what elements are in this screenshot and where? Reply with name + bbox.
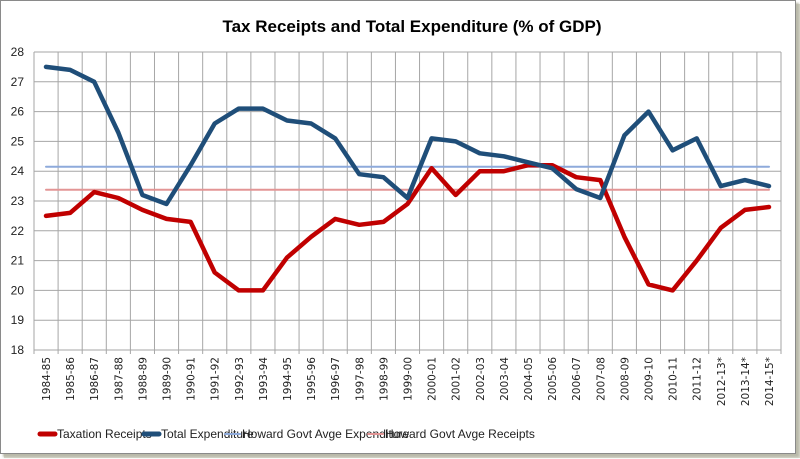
legend-label: Taxation Receipts (57, 427, 152, 441)
x-tick-label: 1989-90 (162, 357, 174, 401)
x-tick-label: 1997-98 (354, 357, 366, 401)
x-tick-label: 2000-01 (427, 357, 439, 401)
y-tick-label: 24 (11, 164, 25, 178)
x-tick-label: 2008-09 (619, 357, 631, 401)
x-tick-label: 1999-00 (403, 357, 415, 401)
x-tick-label: 2013-14* (740, 357, 752, 406)
series-lines (43, 64, 772, 293)
x-tick-label: 1998-99 (378, 357, 390, 401)
x-tick-label: 1996-97 (330, 357, 342, 401)
x-tick-label: 1985-86 (65, 357, 77, 401)
gridlines (33, 51, 782, 354)
chart-title: Tax Receipts and Total Expenditure (% of… (222, 17, 601, 36)
y-tick-label: 20 (11, 283, 25, 297)
x-tick-label: 2006-07 (571, 357, 583, 401)
x-tick-label: 1990-91 (186, 357, 198, 401)
y-tick-label: 28 (11, 45, 25, 59)
x-tick-label: 2004-05 (523, 357, 535, 401)
y-tick-label: 18 (11, 343, 25, 357)
x-tick-label: 2011-12 (692, 357, 704, 401)
x-tick-label: 1986-87 (89, 357, 101, 401)
y-tick-label: 26 (11, 105, 25, 119)
x-tick-label: 2009-10 (643, 357, 655, 401)
series-line-total-expenditure (43, 64, 772, 207)
y-tick-label: 27 (11, 75, 25, 89)
x-tick-label: 1993-94 (258, 357, 270, 401)
x-tick-label: 2014-15* (764, 357, 776, 406)
x-tick-label: 1988-89 (137, 357, 149, 401)
y-tick-label: 19 (11, 313, 25, 327)
x-tick-label: 1994-95 (282, 357, 294, 401)
x-tick-label: 1995-96 (306, 357, 318, 401)
x-tick-label: 1992-93 (234, 357, 246, 401)
legend-label: Howard Govt Avge Expenditure (242, 427, 410, 441)
x-tick-label: 1984-85 (41, 357, 53, 401)
x-tick-label: 1991-92 (210, 357, 222, 401)
x-tick-label: 2012-13* (716, 357, 728, 406)
x-tick-label: 1987-88 (113, 357, 125, 401)
y-axis-ticks: 18 19 20 21 22 23 24 25 26 27 28 (11, 45, 25, 357)
y-tick-label: 25 (11, 134, 25, 148)
legend: Taxation Receipts Total ExpenditureHoward… (37, 427, 535, 441)
y-tick-label: 23 (11, 194, 25, 208)
legend-label: Howard Govt Avge Receipts (385, 427, 535, 441)
x-tick-label: 2003-04 (499, 357, 511, 401)
x-tick-label: 2001-02 (451, 357, 463, 401)
y-tick-label: 22 (11, 224, 25, 238)
x-axis-ticks: 1984-85 1985-86 1986-87 1987-88 1988-89 1989-… (41, 357, 776, 406)
series-line-taxation-receipts (43, 162, 772, 293)
x-tick-label: 2005-06 (547, 357, 559, 401)
x-tick-label: 2002-03 (475, 357, 487, 401)
x-tick-label: 2007-08 (595, 357, 607, 401)
x-tick-label: 2010-11 (668, 357, 680, 401)
legend-label: Total Expenditure (161, 427, 254, 441)
y-tick-label: 21 (11, 254, 25, 268)
